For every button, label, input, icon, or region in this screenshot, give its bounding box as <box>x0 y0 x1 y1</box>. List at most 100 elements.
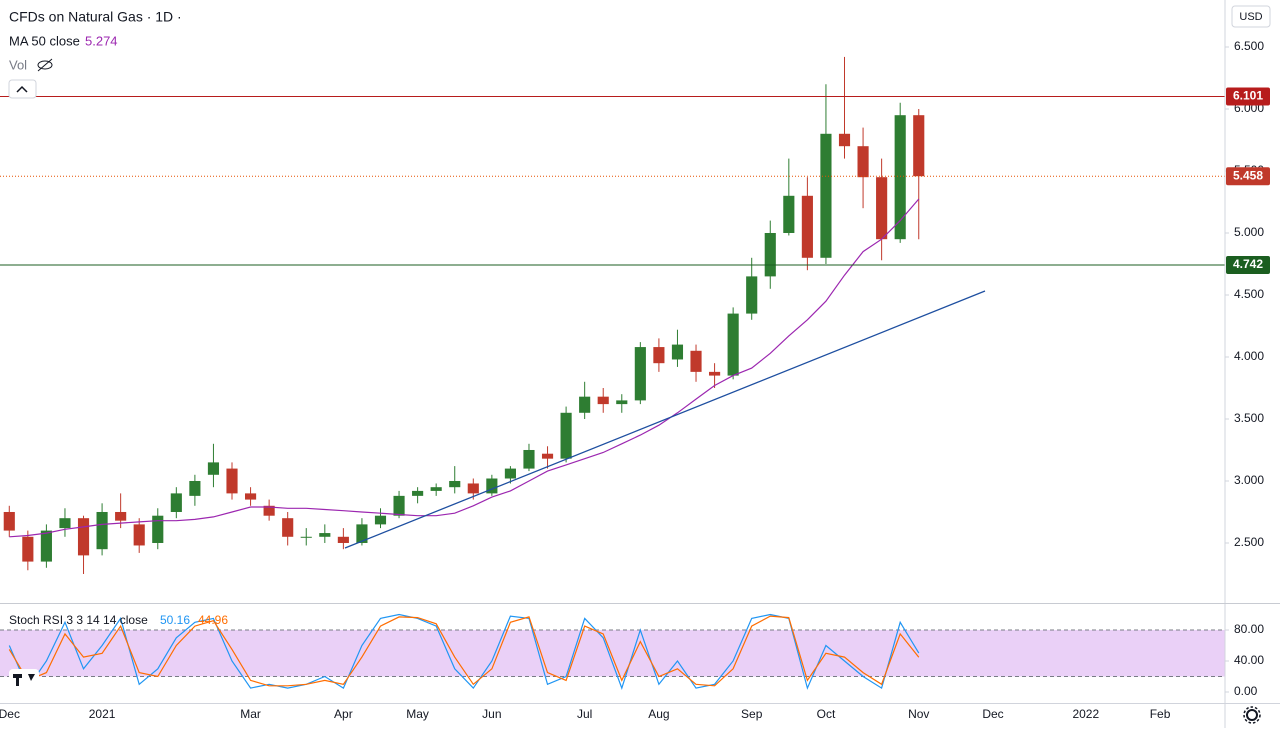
candle-body <box>3 511 15 531</box>
x-tick-label: Apr <box>334 707 353 721</box>
candle-body <box>690 350 702 372</box>
ma-value: 5.274 <box>85 33 118 48</box>
x-tick-label: Dec <box>982 707 1003 721</box>
y-tick-label: 40.00 <box>1234 653 1264 667</box>
volume-legend: Vol <box>9 57 27 72</box>
candle-body <box>764 232 776 277</box>
candle-body <box>22 536 34 562</box>
candle-body <box>523 449 535 469</box>
y-tick-label: 80.00 <box>1234 622 1264 636</box>
candle-body <box>838 133 851 147</box>
x-tick-label: 2021 <box>89 707 116 721</box>
series-line <box>8 613 920 690</box>
candle-body <box>356 524 368 543</box>
candle-body <box>616 400 628 405</box>
currency-button[interactable] <box>1231 5 1271 28</box>
stoch-band <box>0 630 1225 677</box>
candle-body <box>467 483 479 494</box>
stoch-band-layer <box>0 629 1225 678</box>
candle-body <box>412 490 424 496</box>
candle-body <box>263 505 275 516</box>
x-tick-label: Oct <box>817 707 836 721</box>
candle-body <box>579 396 591 413</box>
candle-body <box>449 480 461 488</box>
y-tick-label: 4.500 <box>1234 287 1264 301</box>
x-tick-label: Jun <box>482 707 501 721</box>
collapse-button[interactable] <box>8 79 37 99</box>
level-marker <box>1226 87 1270 106</box>
candle-body <box>393 495 405 516</box>
candle-body <box>894 115 906 240</box>
stoch-k-value: 50.16 <box>160 613 190 627</box>
logo[interactable] <box>9 669 39 691</box>
x-tick-label: Dec <box>0 707 20 721</box>
y-tick-label: 3.500 <box>1234 411 1264 425</box>
candle-body <box>226 468 238 494</box>
series-line <box>8 615 920 687</box>
y-tick-label: 5.000 <box>1234 225 1264 239</box>
candle-body <box>170 493 182 512</box>
candle-body <box>189 480 201 496</box>
candle-body <box>820 133 832 258</box>
candle-body <box>430 487 442 491</box>
candle-body <box>671 344 684 360</box>
hide-icon[interactable] <box>37 58 53 72</box>
candle-body <box>59 518 71 529</box>
candle-body <box>40 530 52 562</box>
candle-body <box>634 347 646 401</box>
candle-body <box>597 396 609 405</box>
candle-body <box>746 276 758 314</box>
last-price-marker <box>1226 167 1270 186</box>
collapse-icon <box>16 85 28 93</box>
candle-body <box>300 536 312 538</box>
axis-layer: Dec 2021 Mar Apr May Jun Jul Aug Sep Oct Nov Dec 202… <box>0 39 1270 721</box>
settings-icon[interactable] <box>1243 706 1261 724</box>
candle-body <box>337 536 349 543</box>
x-tick-label: Mar <box>240 707 261 721</box>
marks-layer <box>0 56 1225 690</box>
currency-label: USD <box>1239 11 1262 23</box>
candle-body <box>207 462 220 475</box>
y-tick-label: 6.500 <box>1234 39 1264 53</box>
candle-body <box>319 533 331 537</box>
candle-body <box>245 493 257 500</box>
x-tick-label: 2022 <box>1072 707 1099 721</box>
candle-body <box>783 195 795 233</box>
y-tick-label: 2.500 <box>1234 535 1264 549</box>
candle-body <box>374 515 387 525</box>
candle-body <box>115 511 127 521</box>
candle-body <box>876 177 888 240</box>
y-tick-label: 4.000 <box>1234 349 1264 363</box>
y-tick-label: 0.00 <box>1234 684 1258 698</box>
candle-body <box>152 515 164 543</box>
x-tick-label: Nov <box>908 707 929 721</box>
x-tick-label: May <box>406 707 429 721</box>
candle-body <box>727 313 739 376</box>
x-tick-label: Feb <box>1150 707 1171 721</box>
candle-body <box>133 524 145 546</box>
last-price-label: 5.458 <box>1233 168 1263 182</box>
stoch-title: Stoch RSI 3 3 14 14 close <box>9 613 148 627</box>
candle-body <box>857 146 869 178</box>
level-marker <box>1226 255 1270 274</box>
candle-body <box>560 412 572 459</box>
candle-body <box>541 453 554 459</box>
ma-legend: MA 50 close <box>9 33 80 48</box>
candle-body <box>486 478 498 494</box>
x-tick-label: Aug <box>648 707 669 721</box>
candle-body <box>913 115 925 177</box>
x-tick-label: Jul <box>577 707 592 721</box>
x-tick-label: Sep <box>741 707 763 721</box>
chart-title: CFDs on Natural Gas · 1D · <box>9 9 182 25</box>
series-line <box>9 198 920 538</box>
candle-body <box>504 468 516 479</box>
candle-body <box>77 518 90 556</box>
level-label: 6.101 <box>1233 89 1263 103</box>
stoch-d-value: 44.96 <box>198 613 228 627</box>
candle-body <box>282 518 294 537</box>
level-label: 4.742 <box>1233 257 1263 271</box>
candle-body <box>96 511 108 550</box>
trend-line <box>344 290 986 549</box>
